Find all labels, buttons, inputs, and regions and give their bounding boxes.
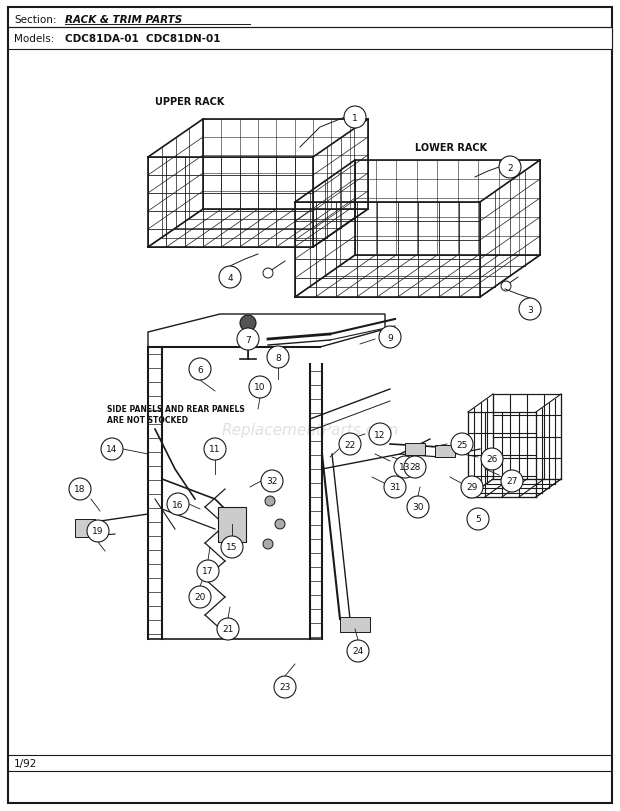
Text: 1/92: 1/92 <box>14 758 37 768</box>
Circle shape <box>249 376 271 398</box>
Text: 31: 31 <box>389 483 401 492</box>
Circle shape <box>384 476 406 499</box>
Circle shape <box>261 470 283 492</box>
Circle shape <box>189 586 211 608</box>
Circle shape <box>101 439 123 461</box>
Bar <box>75 519 95 538</box>
Circle shape <box>499 157 521 178</box>
Text: Models:: Models: <box>14 34 55 44</box>
Text: 13: 13 <box>399 463 410 472</box>
Circle shape <box>219 267 241 289</box>
Circle shape <box>501 281 511 292</box>
Circle shape <box>237 328 259 350</box>
Text: 18: 18 <box>74 485 86 494</box>
Circle shape <box>404 457 426 478</box>
Circle shape <box>263 539 273 549</box>
Circle shape <box>217 618 239 640</box>
Text: 28: 28 <box>409 463 421 472</box>
Text: Section:: Section: <box>14 15 56 25</box>
Text: 9: 9 <box>387 333 393 342</box>
Circle shape <box>339 433 361 456</box>
Text: 24: 24 <box>352 646 363 655</box>
Text: 3: 3 <box>527 305 533 314</box>
Circle shape <box>275 519 285 530</box>
Text: 25: 25 <box>456 440 467 449</box>
Text: LOWER RACK: LOWER RACK <box>415 143 487 152</box>
Circle shape <box>461 476 483 499</box>
Text: CDC81DA-01  CDC81DN-01: CDC81DA-01 CDC81DN-01 <box>65 34 221 44</box>
Text: 32: 32 <box>267 477 278 486</box>
Circle shape <box>204 439 226 461</box>
Text: 12: 12 <box>374 430 386 439</box>
Text: 29: 29 <box>466 483 477 492</box>
Circle shape <box>87 521 109 543</box>
Circle shape <box>267 346 289 368</box>
Circle shape <box>240 315 256 332</box>
Polygon shape <box>148 315 385 348</box>
Text: 7: 7 <box>245 335 251 344</box>
Text: 8: 8 <box>275 353 281 362</box>
Text: 4: 4 <box>227 273 233 282</box>
Text: 30: 30 <box>412 503 423 512</box>
Text: RACK & TRIM PARTS: RACK & TRIM PARTS <box>65 15 182 25</box>
Bar <box>8 28 612 50</box>
Circle shape <box>167 493 189 515</box>
Text: SIDE PANELS AND REAR PANELS
ARE NOT STOCKED: SIDE PANELS AND REAR PANELS ARE NOT STOC… <box>107 404 245 425</box>
Bar <box>340 617 370 633</box>
Text: 14: 14 <box>106 445 118 454</box>
Text: 21: 21 <box>223 624 234 633</box>
Text: ReplacementParts.com: ReplacementParts.com <box>221 422 399 437</box>
Circle shape <box>344 107 366 129</box>
Text: 16: 16 <box>172 500 184 508</box>
Text: 23: 23 <box>280 683 291 692</box>
Text: 10: 10 <box>254 383 266 392</box>
Circle shape <box>263 268 273 279</box>
Circle shape <box>481 448 503 470</box>
Text: 2: 2 <box>507 163 513 172</box>
Circle shape <box>407 496 429 518</box>
Text: UPPER RACK: UPPER RACK <box>155 97 224 107</box>
Circle shape <box>69 478 91 500</box>
Circle shape <box>369 423 391 445</box>
Text: 20: 20 <box>194 593 206 602</box>
Circle shape <box>501 470 523 492</box>
Text: 17: 17 <box>202 567 214 576</box>
Bar <box>218 508 246 543</box>
Text: 6: 6 <box>197 365 203 374</box>
Text: 26: 26 <box>486 455 498 464</box>
Text: 19: 19 <box>92 527 104 536</box>
Bar <box>435 445 455 457</box>
Circle shape <box>274 676 296 698</box>
Circle shape <box>379 327 401 349</box>
Circle shape <box>347 640 369 663</box>
Circle shape <box>197 560 219 582</box>
Circle shape <box>394 457 416 478</box>
Circle shape <box>189 358 211 380</box>
Text: 27: 27 <box>507 477 518 486</box>
Text: 1: 1 <box>352 114 358 122</box>
Bar <box>405 444 425 456</box>
Circle shape <box>451 433 473 456</box>
Text: 5: 5 <box>475 515 481 524</box>
Circle shape <box>221 536 243 558</box>
Text: 15: 15 <box>226 543 237 551</box>
Circle shape <box>467 508 489 530</box>
Text: 22: 22 <box>344 440 356 449</box>
Circle shape <box>519 298 541 320</box>
Circle shape <box>265 496 275 506</box>
Text: 11: 11 <box>210 445 221 454</box>
